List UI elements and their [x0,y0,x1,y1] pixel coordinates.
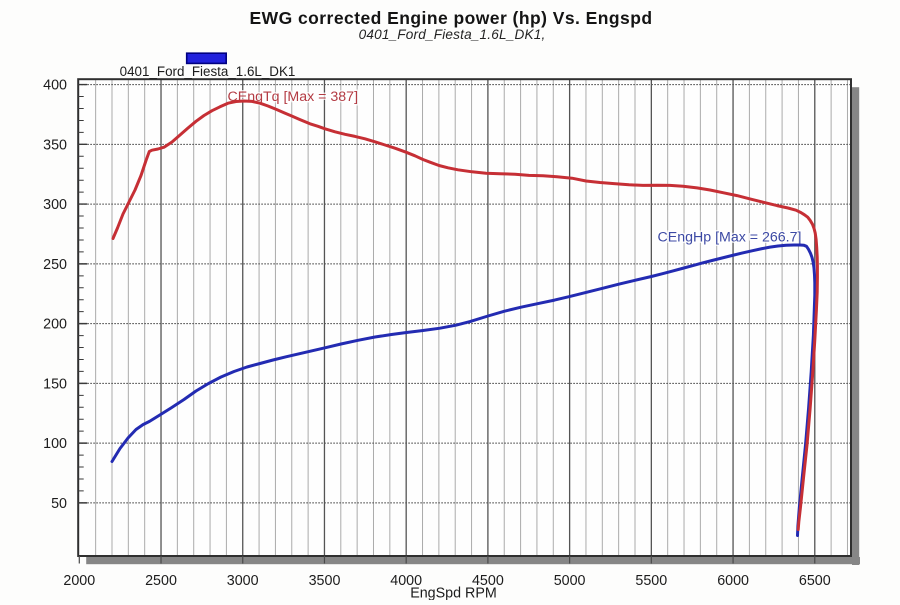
svg-text:0401_Ford_Fiesta_1.6L_DK1: 0401_Ford_Fiesta_1.6L_DK1 [120,64,296,79]
svg-text:350: 350 [43,137,67,153]
svg-text:EngSpd RPM: EngSpd RPM [410,586,497,601]
svg-text:50: 50 [51,496,67,512]
svg-text:6000: 6000 [717,573,749,589]
svg-text:6500: 6500 [799,573,831,589]
svg-text:100: 100 [43,436,67,452]
svg-text:400: 400 [43,78,67,94]
svg-text:300: 300 [43,197,67,213]
svg-text:0401_Ford_Fiesta_1.6L_DK1,: 0401_Ford_Fiesta_1.6L_DK1, [359,27,546,42]
svg-text:250: 250 [43,257,67,273]
svg-text:200: 200 [43,317,67,333]
svg-text:3500: 3500 [309,573,341,589]
svg-text:2000: 2000 [63,573,95,589]
svg-text:CEngHp [Max = 266.7]: CEngHp [Max = 266.7] [658,229,802,245]
svg-text:2500: 2500 [145,573,177,589]
svg-text:5000: 5000 [554,573,586,589]
svg-text:4000: 4000 [390,573,422,589]
svg-text:EWG corrected Engine power (hp: EWG corrected Engine power (hp) Vs. Engs… [250,8,653,28]
svg-text:4500: 4500 [472,573,504,589]
svg-text:5500: 5500 [635,573,667,589]
svg-text:3000: 3000 [227,573,259,589]
svg-text:150: 150 [43,376,67,392]
